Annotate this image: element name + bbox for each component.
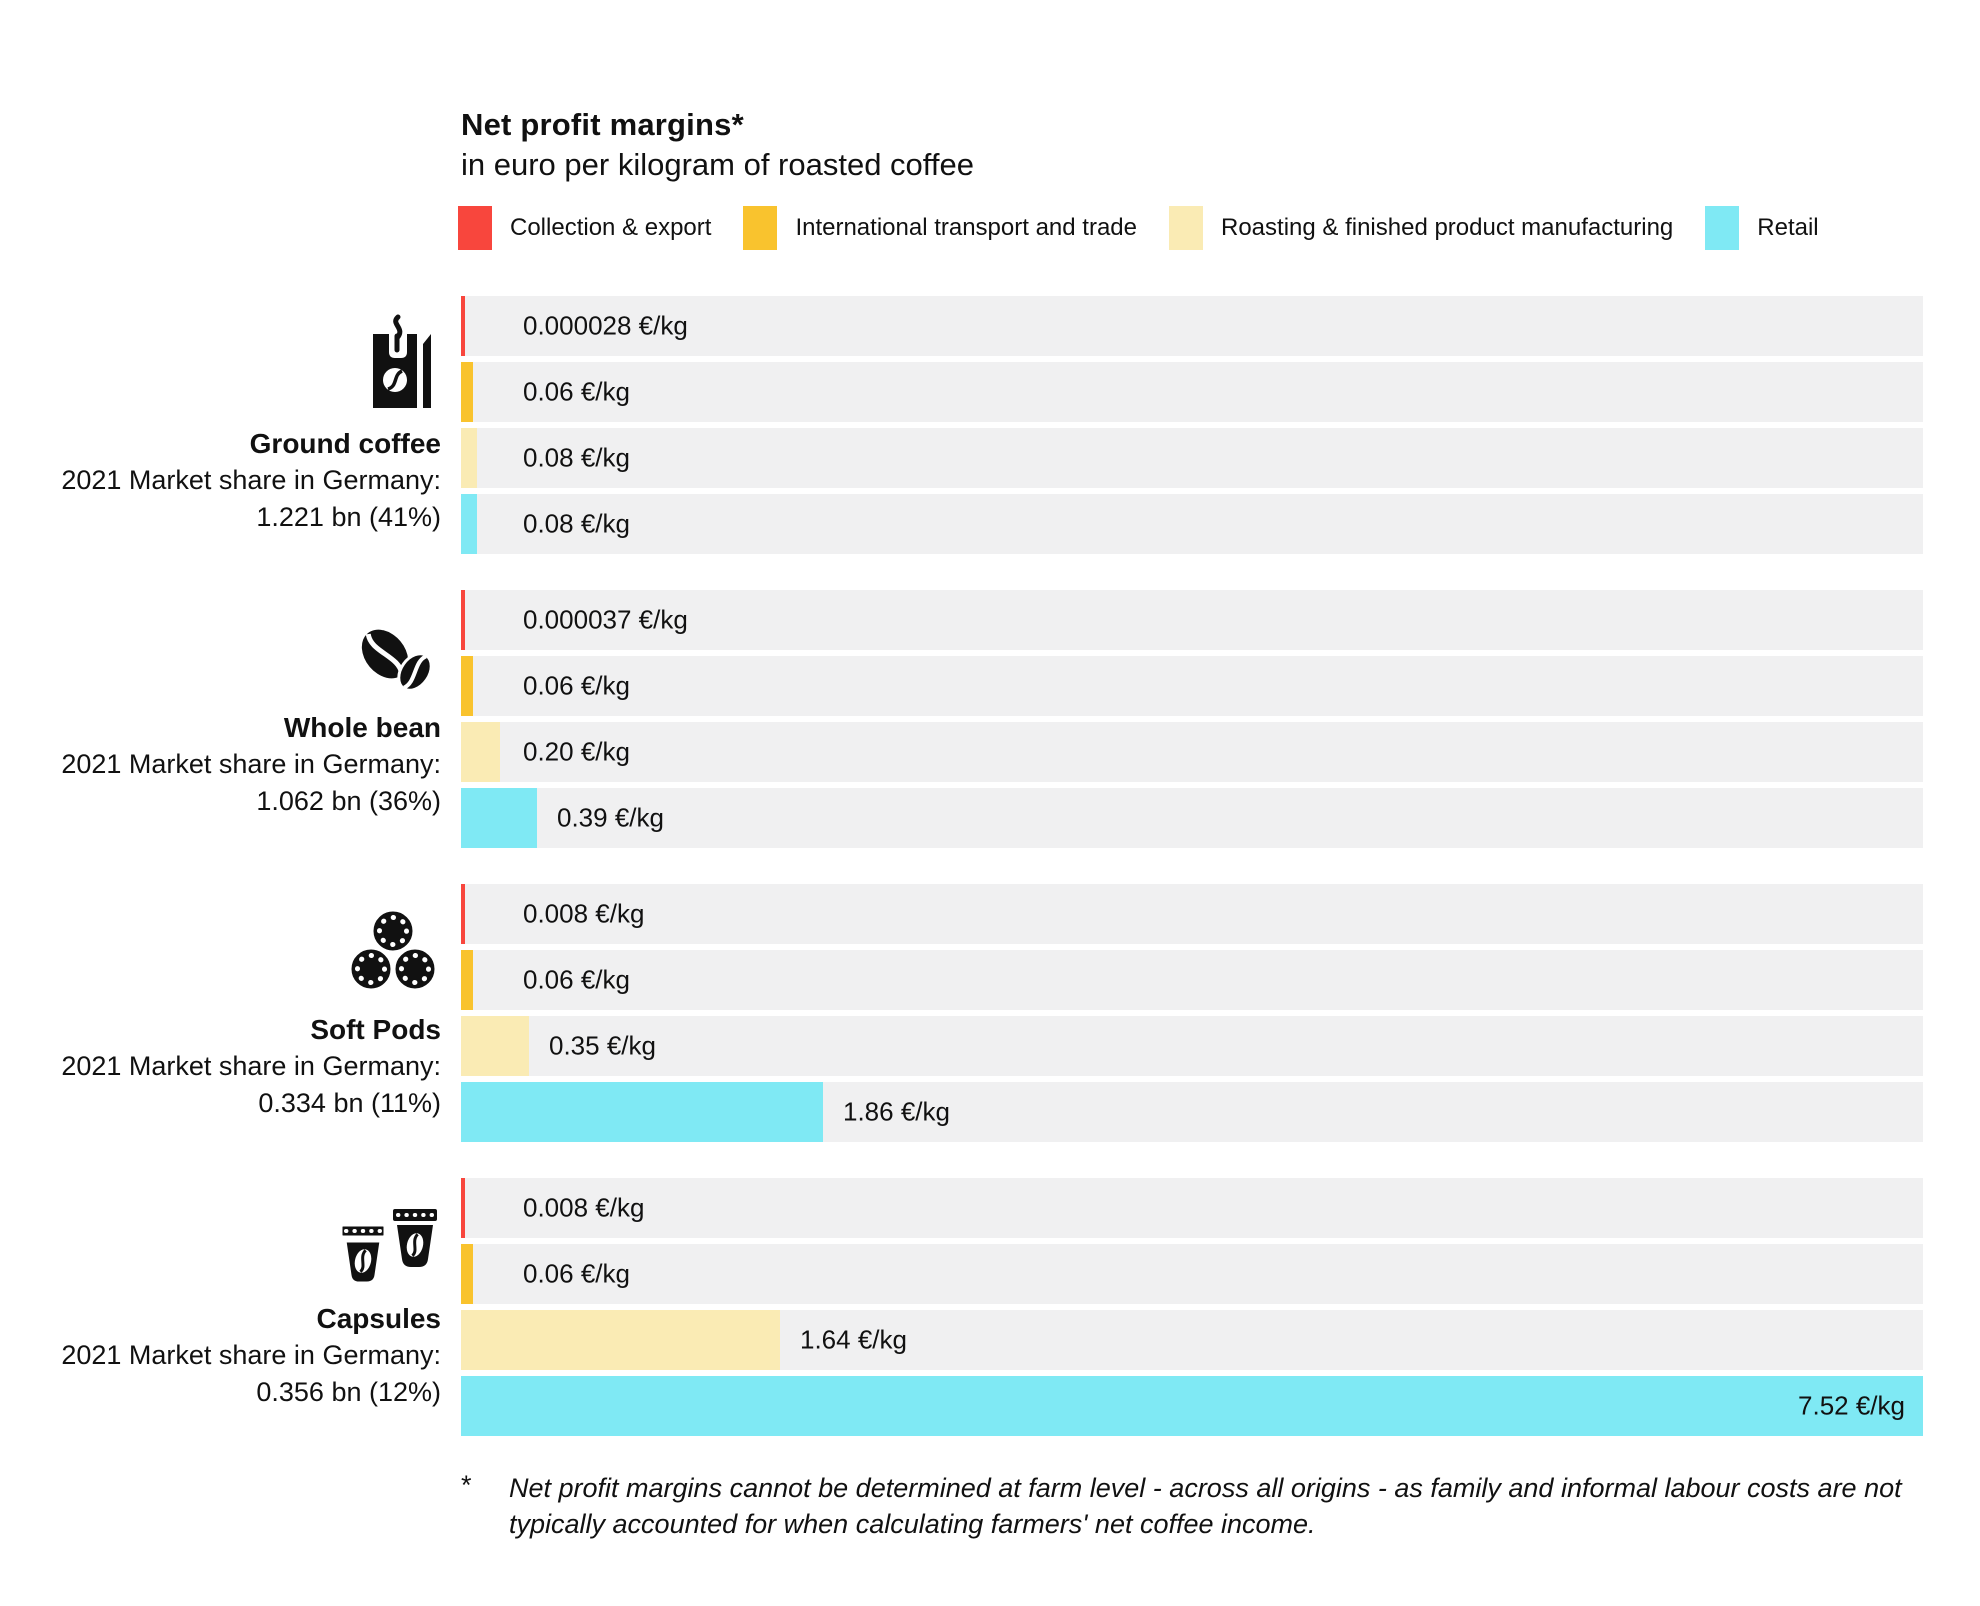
bar-segment	[461, 362, 473, 422]
bar-rows: 0.008 €/kg 0.06 €/kg 1.64 €/kg 7.52 €/kg	[461, 1178, 1923, 1436]
coffee-beans-icon	[349, 618, 441, 698]
bar-row: 0.20 €/kg	[461, 722, 1923, 782]
bar-row: 0.06 €/kg	[461, 950, 1923, 1010]
legend-swatch	[1169, 206, 1203, 250]
bar-value-label: 0.20 €/kg	[523, 736, 630, 767]
bar-segment	[461, 590, 465, 650]
bar-value-label: 1.64 €/kg	[800, 1324, 907, 1355]
legend-label: Collection & export	[510, 214, 712, 241]
bar-segment	[461, 656, 473, 716]
market-share-value: 0.334 bn (11%)	[258, 1088, 441, 1118]
market-share-caption: 2021 Market share in Germany:	[61, 1340, 441, 1370]
legend-swatch	[743, 206, 778, 250]
bar-value-label: 0.000037 €/kg	[523, 604, 688, 635]
footnote: * Net profit margins cannot be determine…	[461, 1470, 1944, 1542]
group-name: Whole bean	[283, 712, 441, 743]
bar-segment	[461, 1178, 465, 1238]
bar-segment	[461, 1244, 473, 1304]
product-group: Ground coffee 2021 Market share in Germa…	[0, 296, 1923, 554]
chart-subtitle: in euro per kilogram of roasted coffee	[461, 147, 974, 182]
bar-value-label: 0.06 €/kg	[523, 964, 630, 995]
soft-pods-icon	[345, 904, 441, 1000]
product-group-label: Soft Pods 2021 Market share in Germany: …	[0, 884, 441, 1142]
legend-label: Roasting & finished product manufacturin…	[1221, 214, 1674, 241]
bar-segment	[461, 1376, 1923, 1436]
chart-title: Net profit margins*	[461, 107, 744, 142]
bar-value-label: 0.39 €/kg	[557, 802, 664, 833]
bar-row: 0.39 €/kg	[461, 788, 1923, 848]
bar-segment	[461, 296, 465, 356]
bar-row: 0.000028 €/kg	[461, 296, 1923, 356]
bar-value-label: 0.06 €/kg	[523, 376, 630, 407]
legend-swatch	[458, 206, 492, 250]
bar-segment	[461, 1310, 780, 1370]
market-share-caption: 2021 Market share in Germany:	[61, 465, 441, 495]
bar-value-label: 0.08 €/kg	[523, 442, 630, 473]
group-name: Soft Pods	[310, 1014, 441, 1045]
footnote-marker: *	[461, 1470, 472, 1500]
bar-chart: Ground coffee 2021 Market share in Germa…	[0, 296, 1923, 1436]
coffee-bag-icon	[361, 314, 441, 414]
market-share-caption: 2021 Market share in Germany:	[61, 749, 441, 779]
bar-segment	[461, 428, 477, 488]
product-group-label: Whole bean 2021 Market share in Germany:…	[0, 590, 441, 848]
bar-row: 1.86 €/kg	[461, 1082, 1923, 1142]
product-group-label: Ground coffee 2021 Market share in Germa…	[0, 296, 441, 554]
bar-row: 0.08 €/kg	[461, 494, 1923, 554]
bar-segment	[461, 788, 537, 848]
legend-label: International transport and trade	[795, 214, 1137, 241]
bar-rows: 0.000037 €/kg 0.06 €/kg 0.20 €/kg 0.39 €…	[461, 590, 1923, 848]
bar-row: 0.08 €/kg	[461, 428, 1923, 488]
bar-value-label: 0.08 €/kg	[523, 508, 630, 539]
legend-item: Roasting & finished product manufacturin…	[1169, 206, 1673, 250]
bar-rows: 0.000028 €/kg 0.06 €/kg 0.08 €/kg 0.08 €…	[461, 296, 1923, 554]
market-share-caption: 2021 Market share in Germany:	[61, 1051, 441, 1081]
product-group: Capsules 2021 Market share in Germany: 0…	[0, 1178, 1923, 1436]
market-share-value: 1.062 bn (36%)	[256, 786, 441, 816]
bar-value-label: 0.35 €/kg	[549, 1030, 656, 1061]
chart-header: Net profit margins* in euro per kilogram…	[461, 106, 974, 184]
capsules-icon	[341, 1203, 441, 1289]
group-name: Ground coffee	[249, 428, 441, 459]
bar-segment	[461, 950, 473, 1010]
product-group: Soft Pods 2021 Market share in Germany: …	[0, 884, 1923, 1142]
bar-row: 0.008 €/kg	[461, 1178, 1923, 1238]
legend-item: Retail	[1705, 206, 1819, 250]
bar-row: 0.06 €/kg	[461, 362, 1923, 422]
bar-value-label: 0.06 €/kg	[523, 670, 630, 701]
bar-value-label: 0.008 €/kg	[523, 1192, 645, 1223]
legend-swatch	[1705, 206, 1740, 250]
bar-row: 0.000037 €/kg	[461, 590, 1923, 650]
group-name: Capsules	[316, 1303, 442, 1334]
bar-segment	[461, 1082, 823, 1142]
bar-segment	[461, 722, 500, 782]
product-group-label: Capsules 2021 Market share in Germany: 0…	[0, 1178, 441, 1436]
legend: Collection & export International transp…	[458, 206, 1819, 250]
bar-value-label: 0.06 €/kg	[523, 1258, 630, 1289]
bar-row: 0.008 €/kg	[461, 884, 1923, 944]
bar-row: 0.06 €/kg	[461, 656, 1923, 716]
bar-value-label: 0.000028 €/kg	[523, 310, 688, 341]
bar-value-label: 7.52 €/kg	[1798, 1390, 1905, 1421]
bar-row: 7.52 €/kg	[461, 1376, 1923, 1436]
bar-value-label: 1.86 €/kg	[843, 1096, 950, 1127]
bar-row: 1.64 €/kg	[461, 1310, 1923, 1370]
footnote-text: Net profit margins cannot be determined …	[509, 1473, 1902, 1539]
bar-value-label: 0.008 €/kg	[523, 898, 645, 929]
bar-row: 0.06 €/kg	[461, 1244, 1923, 1304]
market-share-value: 1.221 bn (41%)	[256, 502, 441, 532]
legend-item: International transport and trade	[743, 206, 1137, 250]
market-share-value: 0.356 bn (12%)	[256, 1377, 441, 1407]
legend-item: Collection & export	[458, 206, 711, 250]
product-group: Whole bean 2021 Market share in Germany:…	[0, 590, 1923, 848]
legend-label: Retail	[1757, 214, 1819, 241]
bar-rows: 0.008 €/kg 0.06 €/kg 0.35 €/kg 1.86 €/kg	[461, 884, 1923, 1142]
bar-segment	[461, 1016, 529, 1076]
bar-row: 0.35 €/kg	[461, 1016, 1923, 1076]
bar-segment	[461, 884, 465, 944]
bar-segment	[461, 494, 477, 554]
